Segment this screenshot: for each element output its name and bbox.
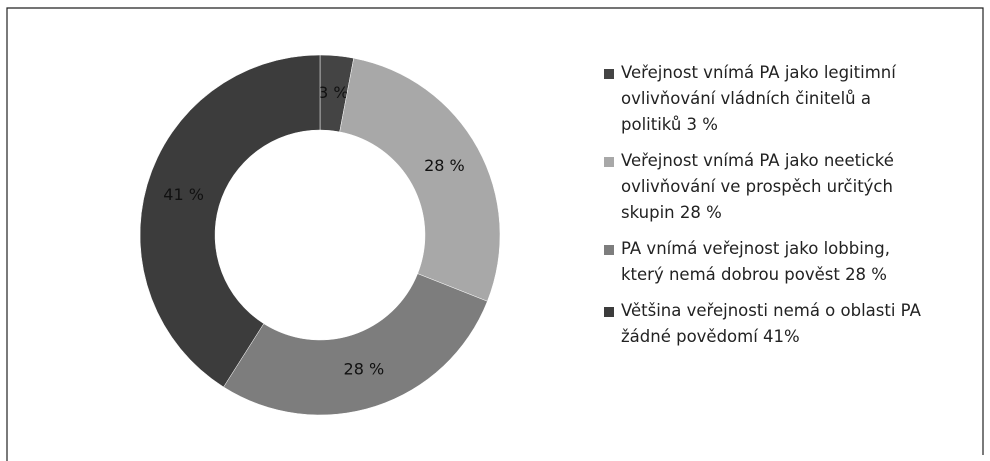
data-label: 28 % [424,156,465,175]
legend-item: PA vnímá veřejnost jako lobbing, který n… [604,236,924,288]
data-label: 41 % [163,185,204,204]
legend-item: Většina veřejnosti nemá o oblasti PA žád… [604,298,924,350]
legend-label: Většina veřejnosti nemá o oblasti PA žád… [621,301,921,346]
legend-label: Veřejnost vnímá PA jako legitimní ovlivň… [621,63,896,134]
legend-swatch [604,69,614,79]
legend: Veřejnost vnímá PA jako legitimní ovlivň… [604,60,924,360]
data-label: 28 % [344,360,385,379]
slice [223,273,488,416]
legend-swatch [604,245,614,255]
data-label: 3 % [318,83,348,102]
legend-label: Veřejnost vnímá PA jako neetické ovlivňo… [621,151,894,222]
legend-item: Veřejnost vnímá PA jako neetické ovlivňo… [604,148,924,226]
frame [6,7,984,461]
legend-label: PA vnímá veřejnost jako lobbing, který n… [621,239,890,284]
slice [139,54,321,388]
slice [339,57,501,302]
legend-swatch [604,157,614,167]
legend-swatch [604,307,614,317]
legend-item: Veřejnost vnímá PA jako legitimní ovlivň… [604,60,924,138]
